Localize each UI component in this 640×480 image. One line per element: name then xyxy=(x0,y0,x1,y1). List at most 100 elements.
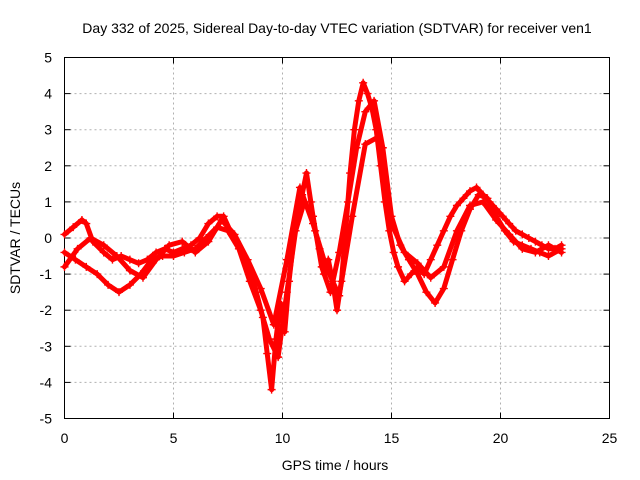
y-tick-label: -4 xyxy=(40,374,53,390)
data-point xyxy=(245,277,254,286)
data-point xyxy=(505,230,514,239)
data-point xyxy=(426,273,435,282)
data-point xyxy=(217,215,226,224)
data-point xyxy=(204,237,213,246)
data-series xyxy=(60,78,566,394)
data-point xyxy=(125,255,134,264)
data-point xyxy=(422,288,431,297)
data-point xyxy=(169,252,178,261)
data-point xyxy=(452,201,461,210)
axis-ticks: 0 5 10 15 20 25 -5 -4 -3 -2 -1 0 1 2 3 4 5 xyxy=(40,50,618,447)
data-point xyxy=(265,335,274,344)
data-point xyxy=(152,255,161,264)
data-point xyxy=(282,288,291,297)
data-point xyxy=(413,270,422,279)
series-line xyxy=(62,134,564,328)
x-tick-label: 20 xyxy=(493,430,509,446)
y-tick-label: -1 xyxy=(40,266,53,282)
data-point xyxy=(230,230,239,239)
data-point xyxy=(524,234,533,242)
data-point xyxy=(82,219,91,228)
data-point xyxy=(385,226,394,235)
data-point xyxy=(335,291,344,300)
data-point xyxy=(446,212,455,221)
y-tick-label: 4 xyxy=(44,86,52,102)
data-point xyxy=(335,248,344,257)
data-point xyxy=(269,320,278,329)
data-point xyxy=(99,241,108,250)
data-point xyxy=(263,349,272,358)
data-point xyxy=(359,78,368,87)
data-point xyxy=(77,215,86,224)
data-point xyxy=(439,226,448,235)
data-point xyxy=(115,288,123,297)
data-point xyxy=(82,262,91,271)
y-tick-label: 1 xyxy=(44,194,52,210)
data-point xyxy=(60,248,69,257)
data-point xyxy=(370,96,379,105)
data-point xyxy=(439,262,448,271)
data-point xyxy=(326,288,335,297)
series-track-3 xyxy=(60,132,566,329)
data-point xyxy=(511,226,520,235)
data-point xyxy=(483,194,492,203)
data-point xyxy=(465,201,474,210)
series-line xyxy=(62,80,564,393)
data-point xyxy=(400,277,409,286)
data-point xyxy=(439,284,448,293)
x-tick-label: 25 xyxy=(602,430,618,446)
data-point xyxy=(343,197,352,206)
x-tick-label: 5 xyxy=(170,430,178,446)
data-point xyxy=(531,237,540,246)
data-point xyxy=(363,89,372,98)
data-point xyxy=(112,252,121,261)
data-point xyxy=(557,248,566,257)
y-tick-label: -2 xyxy=(40,302,53,318)
data-point xyxy=(309,219,318,228)
y-tick-label: 0 xyxy=(44,230,52,246)
data-point xyxy=(256,306,265,315)
data-point xyxy=(474,190,483,199)
data-point xyxy=(191,248,200,257)
data-point xyxy=(69,223,78,232)
data-point xyxy=(86,234,95,242)
data-point xyxy=(413,259,422,268)
data-point xyxy=(99,248,108,257)
data-point xyxy=(152,248,161,257)
grid-lines xyxy=(64,57,610,419)
data-point xyxy=(387,219,396,228)
data-point xyxy=(426,255,435,264)
data-point xyxy=(492,215,501,224)
y-tick-label: -5 xyxy=(40,411,53,427)
data-point xyxy=(350,125,359,134)
chart-title: Day 332 of 2025, Sidereal Day-to-day VTE… xyxy=(82,20,592,36)
data-point xyxy=(531,248,540,257)
data-point xyxy=(400,248,409,257)
data-point xyxy=(243,255,252,264)
data-point xyxy=(60,230,69,239)
data-point xyxy=(333,306,341,315)
data-point xyxy=(452,226,461,235)
data-point xyxy=(394,262,403,271)
data-point xyxy=(180,248,189,257)
data-point xyxy=(256,284,265,293)
data-point xyxy=(165,241,174,250)
data-point xyxy=(361,140,370,149)
data-point xyxy=(125,280,134,289)
data-point xyxy=(448,255,457,264)
data-point xyxy=(361,107,370,116)
x-tick-label: 10 xyxy=(275,430,291,446)
data-point xyxy=(295,183,304,192)
data-point xyxy=(108,255,117,264)
data-point xyxy=(465,187,474,196)
data-point xyxy=(389,248,398,257)
data-point xyxy=(178,237,187,246)
data-point xyxy=(322,262,331,271)
y-axis-label: SDTVAR / TECUs xyxy=(7,182,23,294)
y-tick-label: 3 xyxy=(44,122,52,138)
data-point xyxy=(204,219,213,228)
y-tick-label: -3 xyxy=(40,338,53,354)
data-point xyxy=(267,385,276,394)
data-point xyxy=(518,230,527,239)
